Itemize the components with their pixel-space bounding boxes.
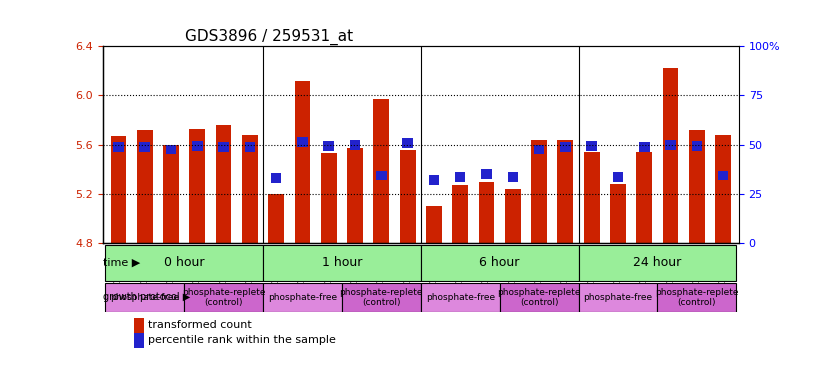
Text: growth protocol ▶: growth protocol ▶ <box>103 292 190 303</box>
Bar <box>135 318 144 333</box>
Bar <box>163 145 179 243</box>
Bar <box>665 140 676 150</box>
Bar <box>426 206 442 243</box>
FancyBboxPatch shape <box>184 283 263 311</box>
FancyBboxPatch shape <box>342 283 420 311</box>
Bar <box>534 145 544 154</box>
Bar <box>216 125 232 243</box>
Bar <box>689 130 704 243</box>
Text: 6 hour: 6 hour <box>479 257 520 270</box>
Bar <box>347 148 363 243</box>
Bar <box>321 153 337 243</box>
Bar <box>271 173 282 183</box>
Bar <box>376 170 387 180</box>
Bar <box>507 172 518 182</box>
Bar <box>481 169 492 179</box>
Text: phosphate-replete
(control): phosphate-replete (control) <box>498 288 580 307</box>
Bar <box>137 130 153 243</box>
Text: time ▶: time ▶ <box>103 258 140 268</box>
FancyBboxPatch shape <box>420 283 500 311</box>
FancyBboxPatch shape <box>579 283 658 311</box>
FancyBboxPatch shape <box>579 245 736 281</box>
Bar <box>245 142 255 152</box>
Bar <box>586 141 597 151</box>
Bar <box>612 172 623 182</box>
Text: 24 hour: 24 hour <box>633 257 681 270</box>
Bar <box>297 137 308 147</box>
Text: 0 hour: 0 hour <box>164 257 204 270</box>
Bar <box>560 142 571 152</box>
Bar <box>557 140 573 243</box>
Bar <box>636 152 652 243</box>
Bar <box>400 150 415 243</box>
Bar <box>111 136 126 243</box>
FancyBboxPatch shape <box>420 245 579 281</box>
Bar <box>113 142 124 152</box>
Bar <box>531 140 547 243</box>
Text: phosphate-free: phosphate-free <box>584 293 653 302</box>
Bar <box>192 141 203 151</box>
Bar <box>140 142 150 152</box>
Bar <box>166 145 177 154</box>
FancyBboxPatch shape <box>658 283 736 311</box>
Bar <box>639 142 649 152</box>
Bar <box>350 140 360 150</box>
FancyBboxPatch shape <box>105 283 184 311</box>
Bar <box>374 99 389 243</box>
Bar <box>452 185 468 243</box>
Bar <box>295 81 310 243</box>
Bar <box>455 172 466 182</box>
Bar <box>402 139 413 148</box>
Text: phosphate-replete
(control): phosphate-replete (control) <box>655 288 739 307</box>
FancyBboxPatch shape <box>263 245 420 281</box>
Bar <box>718 170 728 180</box>
Text: GDS3896 / 259531_at: GDS3896 / 259531_at <box>186 28 354 45</box>
Bar <box>135 333 144 348</box>
Text: phosphate-replete
(control): phosphate-replete (control) <box>181 288 265 307</box>
FancyBboxPatch shape <box>105 245 263 281</box>
Bar <box>190 129 205 243</box>
Text: phosphate-free: phosphate-free <box>425 293 495 302</box>
Text: phosphate-free: phosphate-free <box>268 293 337 302</box>
Text: transformed count: transformed count <box>149 321 252 331</box>
FancyBboxPatch shape <box>263 283 342 311</box>
Text: phosphate-replete
(control): phosphate-replete (control) <box>340 288 423 307</box>
Bar <box>268 194 284 243</box>
Bar <box>479 182 494 243</box>
Text: percentile rank within the sample: percentile rank within the sample <box>149 335 337 345</box>
Bar <box>323 141 334 151</box>
Bar <box>505 189 521 243</box>
Bar <box>218 142 229 152</box>
Bar <box>715 135 731 243</box>
Bar <box>584 152 599 243</box>
Bar <box>610 184 626 243</box>
Bar <box>429 175 439 185</box>
Bar <box>691 141 702 151</box>
Bar <box>242 135 258 243</box>
Text: phosphate-free: phosphate-free <box>110 293 179 302</box>
Text: 1 hour: 1 hour <box>322 257 362 270</box>
Bar <box>663 68 678 243</box>
FancyBboxPatch shape <box>500 283 579 311</box>
